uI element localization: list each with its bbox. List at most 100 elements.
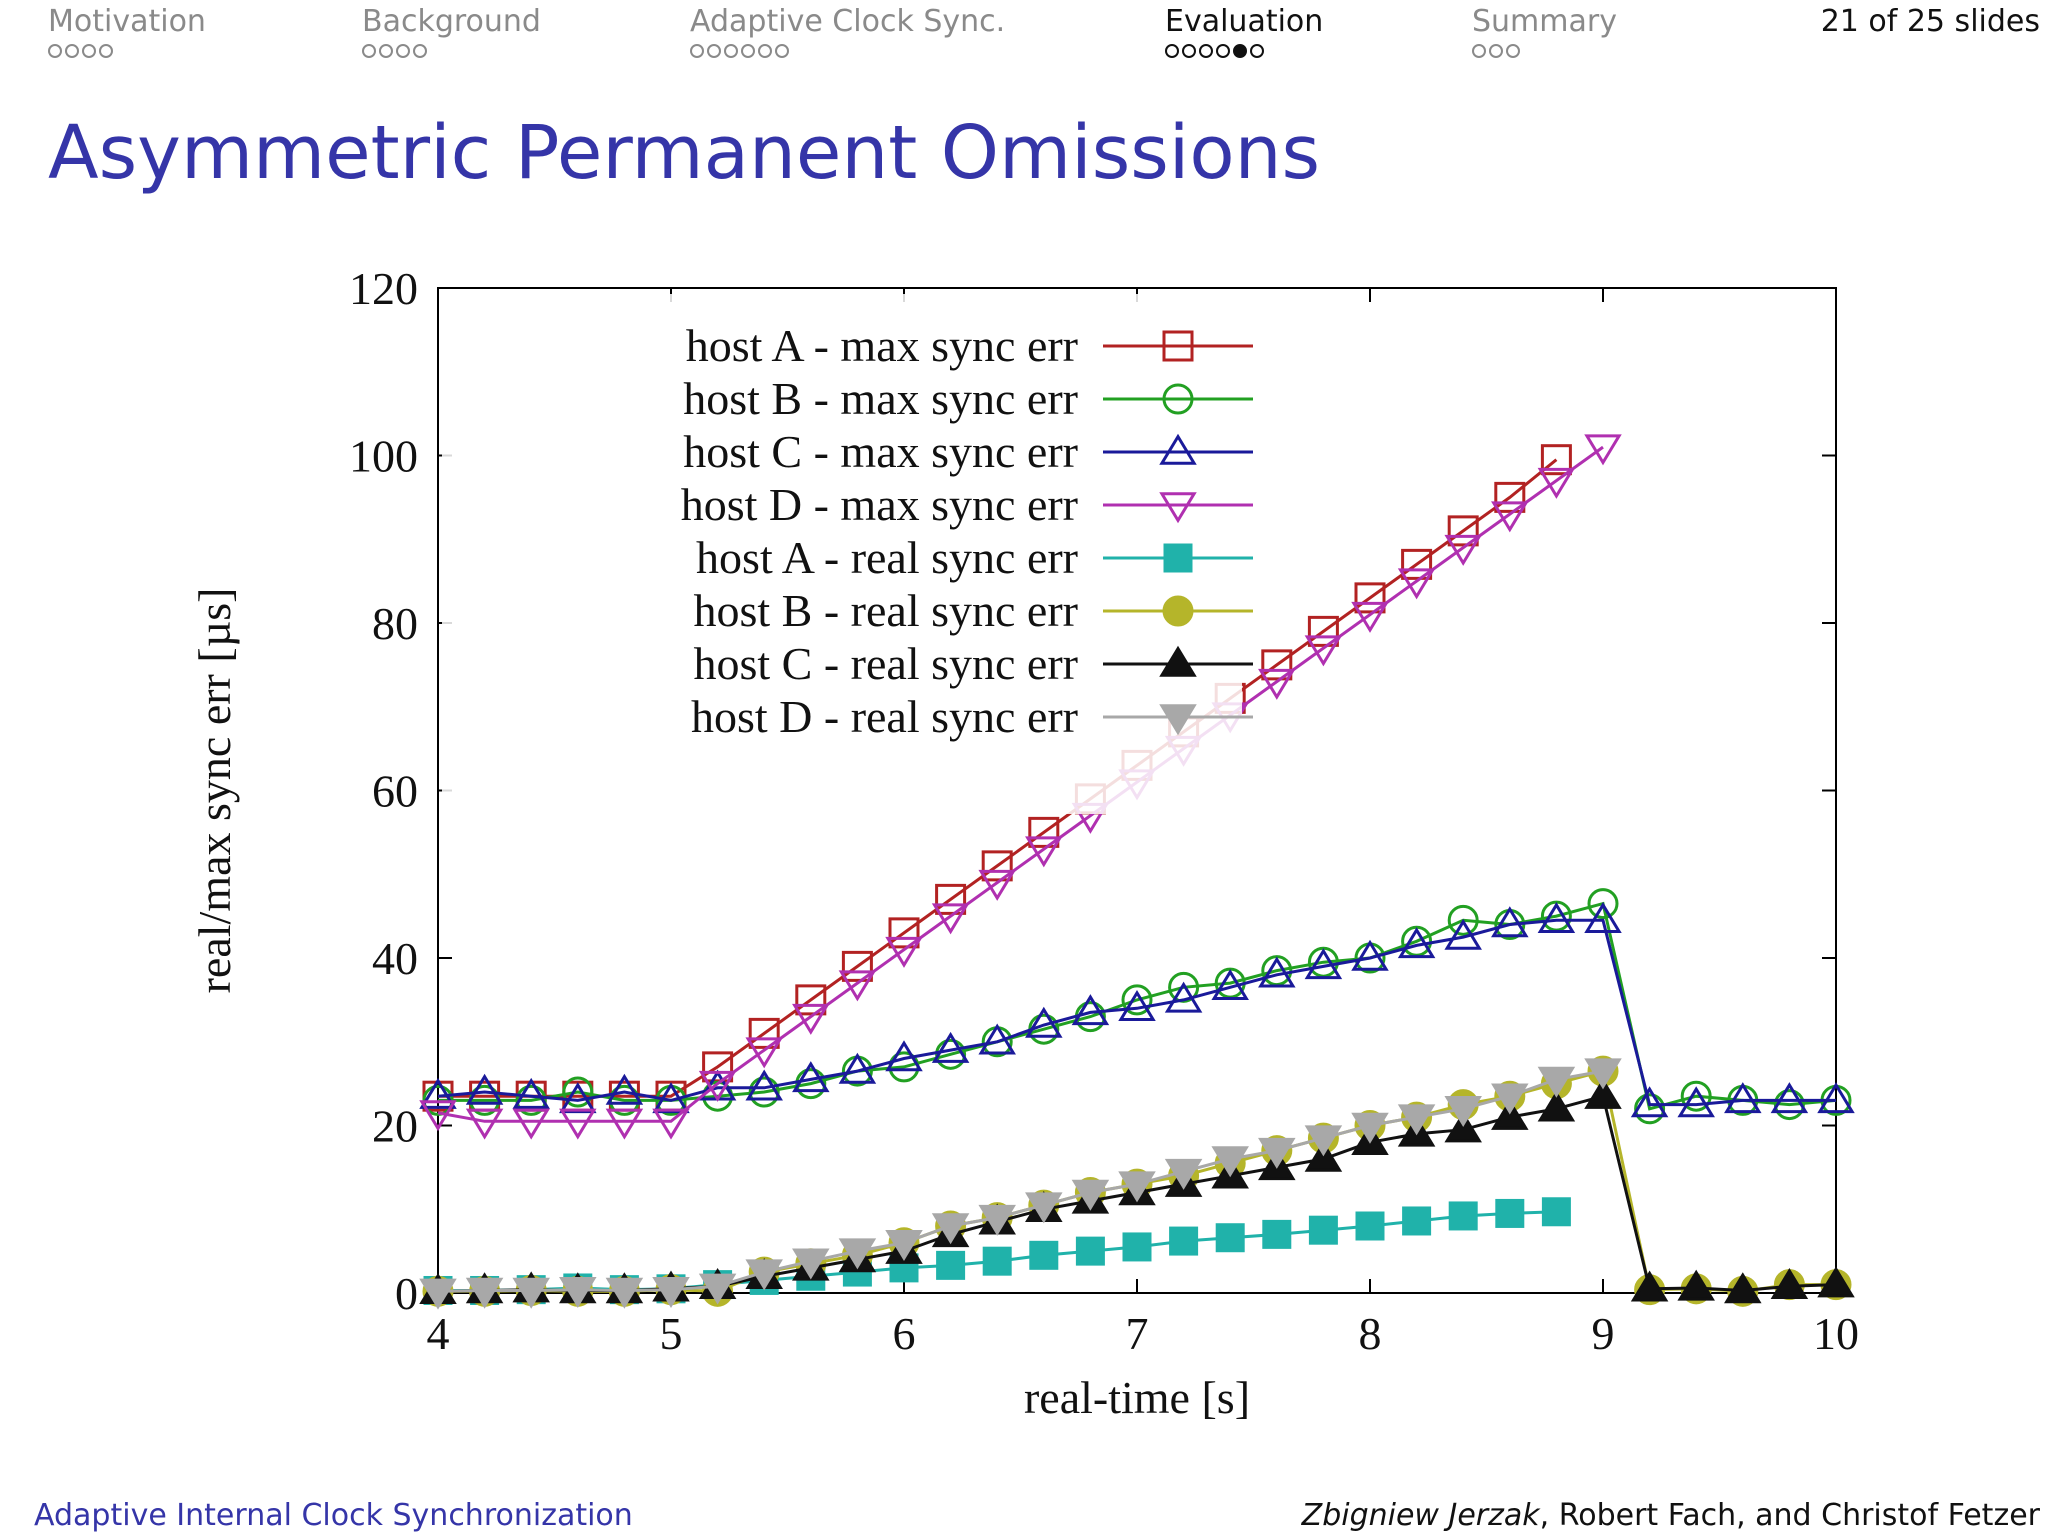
data-point [1447,515,1479,547]
data-point [1355,1211,1385,1241]
slide-dot[interactable] [379,44,393,58]
slide-dot[interactable] [1165,44,1179,58]
data-point [1491,1098,1529,1130]
slide-dot[interactable] [1489,44,1503,58]
data-point [605,1073,644,1105]
slide-dot[interactable] [1506,44,1520,58]
nav-section-label[interactable]: Adaptive Clock Sync. [690,4,1006,39]
data-point [1770,1082,1809,1114]
slide-dot[interactable] [690,44,704,58]
data-point [1447,904,1479,936]
nav-section-label[interactable]: Evaluation [1165,4,1324,39]
data-point [1025,836,1063,868]
slide-dot[interactable] [1182,44,1196,58]
nav-section-motivation[interactable]: Motivation [48,4,206,62]
x-tick-label: 8 [1359,1308,1382,1359]
data-point [512,1077,550,1109]
data-point [605,1277,644,1309]
y-axis-label: real/max sync err [µs] [189,588,240,994]
slide-dot[interactable] [741,44,755,58]
data-point [1304,948,1343,980]
data-point [1075,1236,1105,1266]
slide-dot[interactable] [48,44,62,58]
data-point [419,1100,457,1132]
slide-dot[interactable] [707,44,721,58]
slide-dot[interactable] [65,44,79,58]
legend-swatch-marker [1163,543,1193,573]
nav-slide-dots [362,44,541,62]
data-point [652,1276,690,1308]
data-point [981,850,1013,882]
data-point [698,1273,737,1305]
slide-dot[interactable] [99,44,113,58]
data-point [1262,1219,1292,1249]
slide-dot[interactable] [413,44,427,58]
data-point [745,1037,783,1069]
data-point [1025,1192,1063,1224]
data-point [795,1068,827,1100]
nav-section-background[interactable]: Background [362,4,541,62]
legend-label: host C - max sync err [683,426,1078,477]
data-point [1308,1215,1338,1245]
data-point [1494,481,1526,513]
x-tick-label: 4 [427,1308,450,1359]
data-point [838,1052,877,1084]
data-point [1584,434,1622,466]
series-8 [419,1058,1622,1310]
slide-dot[interactable] [724,44,738,58]
legend-label: host D - real sync err [691,691,1078,742]
slide-counter: 21 of 25 slides [1820,4,2040,39]
slide-dot[interactable] [396,44,410,58]
series-line [437,918,1836,1107]
footer-author-primary: Zbigniew Jerzak [1301,1498,1540,1533]
data-point [1122,1232,1152,1262]
legend-label: host B - max sync err [683,373,1078,424]
nav-slide-dots [690,44,1005,62]
data-point [978,1204,1016,1236]
data-point [838,1238,877,1270]
data-point [512,1277,550,1309]
nav-section-label[interactable]: Motivation [48,4,206,39]
slide-dot[interactable] [1472,44,1486,58]
nav-section-label[interactable]: Summary [1472,4,1617,39]
slide-dot[interactable] [758,44,772,58]
data-point [605,1108,644,1140]
slide-dot[interactable] [1250,44,1264,58]
data-point [419,1077,457,1109]
legend-label: host A - max sync err [686,320,1078,371]
data-point [1540,444,1572,476]
data-point [748,1076,780,1108]
slide-dot[interactable] [82,44,96,58]
slide-dot[interactable] [1216,44,1230,58]
current-slide-dot[interactable] [1233,44,1247,58]
data-point [1397,927,1436,959]
data-point [1121,984,1153,1016]
nav-section-adaptive-clock-sync[interactable]: Adaptive Clock Sync. [690,4,1005,62]
data-point [1541,1197,1571,1227]
footer-presentation-title: Adaptive Internal Clock Synchronization [34,1498,633,1533]
data-point [841,950,873,982]
nav-section-label[interactable]: Background [362,4,541,39]
data-point [1537,1090,1576,1122]
legend-label: host B - real sync err [694,585,1079,636]
slide-dot[interactable] [362,44,376,58]
data-point [1537,1066,1576,1098]
nav-section-summary[interactable]: Summary [1472,4,1617,62]
slide-dot[interactable] [1199,44,1213,58]
data-point [1630,1270,1669,1302]
data-point [562,1076,594,1108]
data-point [795,984,827,1016]
data-point [982,1246,1012,1276]
nav-section-evaluation[interactable]: Evaluation [1165,4,1323,62]
data-point [1164,1158,1203,1190]
slide-dot[interactable] [775,44,789,58]
data-point [1025,1006,1063,1038]
data-point [935,1038,967,1070]
data-point [935,883,967,915]
data-point [1584,1077,1622,1109]
data-point [1677,1086,1715,1118]
data-point [1444,534,1482,566]
data-point [1351,601,1389,633]
